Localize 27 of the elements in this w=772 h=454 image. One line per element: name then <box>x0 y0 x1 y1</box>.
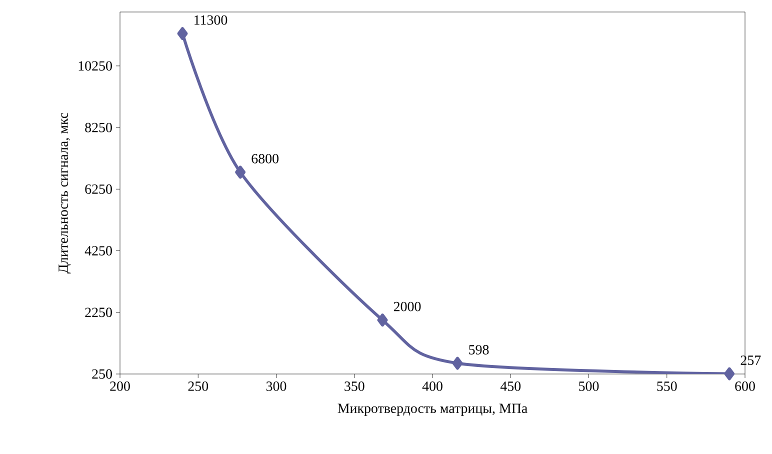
x-tick-label: 600 <box>735 382 755 391</box>
data-label: 2000 <box>394 302 421 312</box>
x-tick-label: 300 <box>266 382 286 391</box>
data-label: 6800 <box>252 154 278 164</box>
x-tick-label: 250 <box>188 382 208 391</box>
y-axis-title: Длительность сигнала, мкс <box>58 112 71 274</box>
point <box>177 27 188 40</box>
data-label: 257 <box>740 356 761 365</box>
x-tick-label: 400 <box>422 382 442 391</box>
y-tick-label: 6250 <box>85 184 112 194</box>
x-tick-label: 350 <box>344 382 364 391</box>
point <box>235 166 246 179</box>
x-axis-title: Микротвердость матрицы, МПа <box>338 404 528 416</box>
y-tick-label: 250 <box>92 369 112 379</box>
y-tick-label: 10250 <box>78 61 112 71</box>
x-tick-label: 500 <box>579 382 599 391</box>
data-label: 11300 <box>194 15 228 25</box>
x-tick-label: 550 <box>657 382 677 391</box>
y-tick-label: 8250 <box>85 122 112 132</box>
x-tick-label: 450 <box>500 382 521 391</box>
y-tick-label: 4250 <box>84 246 112 256</box>
x-tick-label: 200 <box>110 382 130 391</box>
point <box>452 356 463 370</box>
point <box>377 314 388 327</box>
y-tick-label: 2250 <box>85 308 112 318</box>
data-label: 598 <box>469 345 489 354</box>
point <box>724 367 735 380</box>
